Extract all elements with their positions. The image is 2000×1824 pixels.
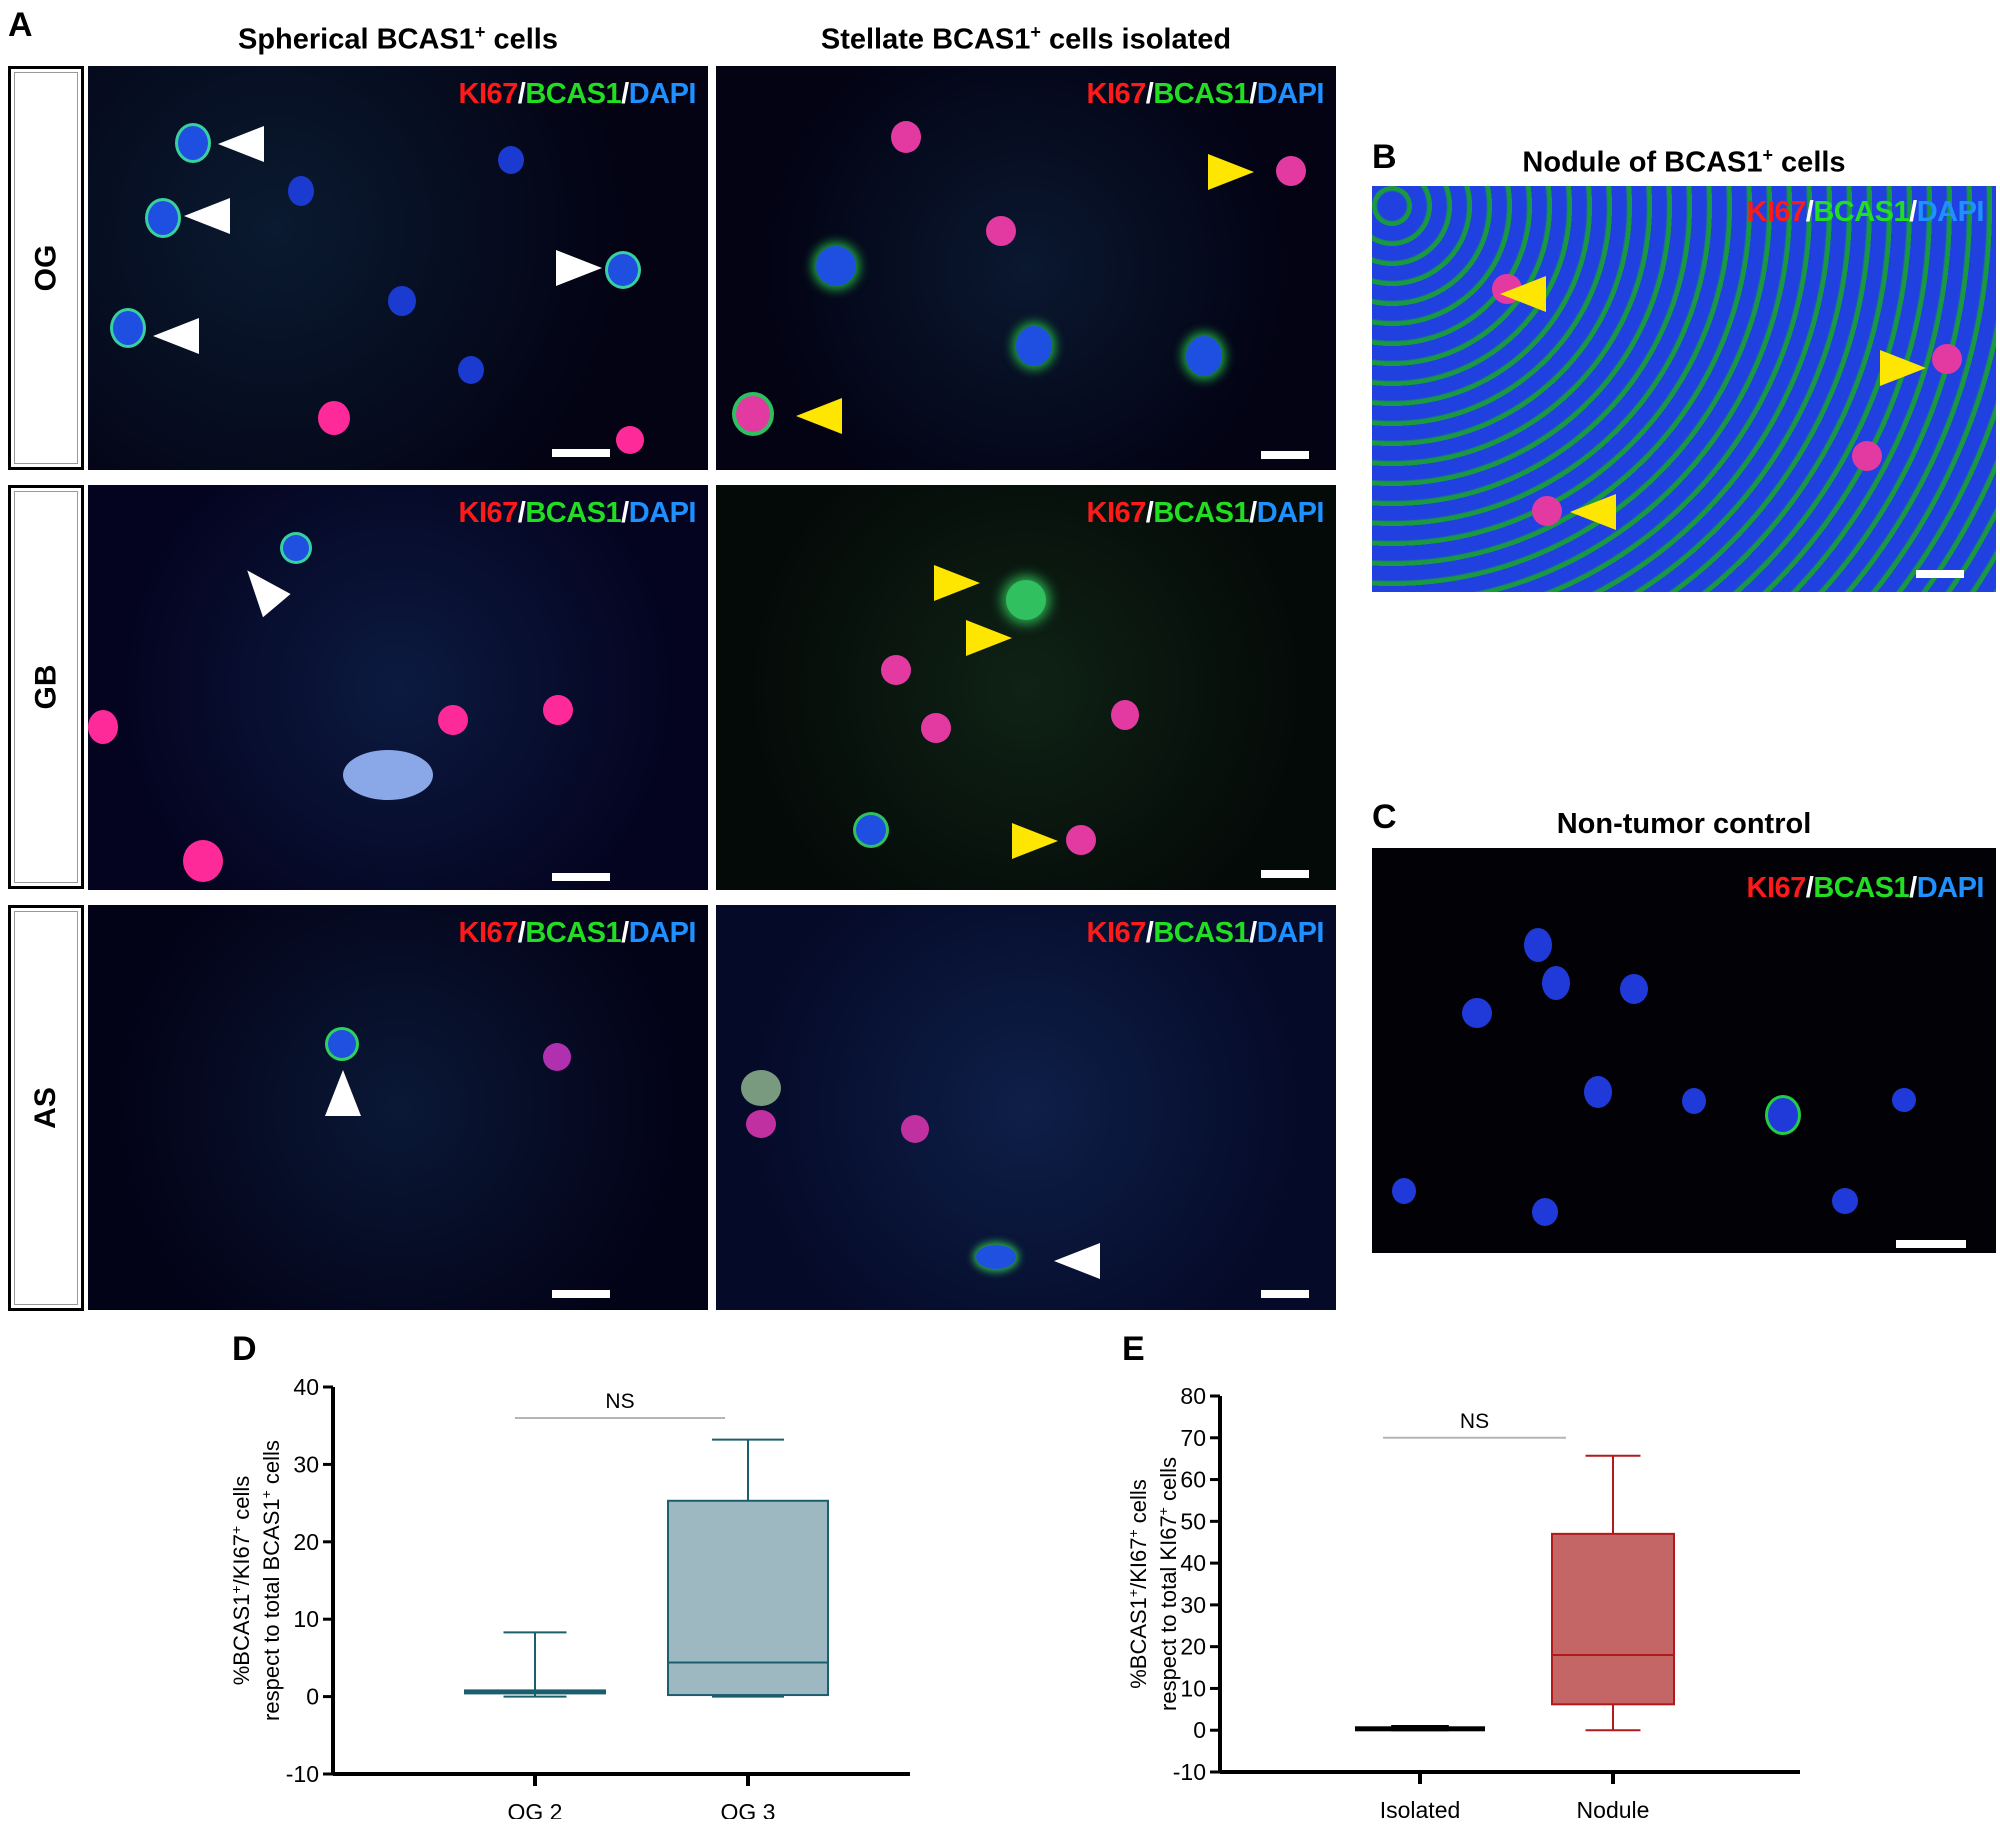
- arrowhead-yellow-icon: [934, 565, 980, 601]
- arrowhead-yellow-icon: [1208, 154, 1254, 190]
- arrowhead-yellow-icon: [966, 620, 1012, 656]
- arrowhead-yellow-icon: [1012, 823, 1058, 859]
- svg-text:NS: NS: [1460, 1410, 1489, 1433]
- col-title-spherical: Spherical BCAS1+ cells: [238, 22, 558, 56]
- svg-text:60: 60: [1180, 1467, 1206, 1493]
- arrowhead-white-icon: [233, 558, 291, 618]
- svg-text:50: 50: [1180, 1508, 1206, 1534]
- micrograph-gb-stellate: KI67/BCAS1/DAPI: [716, 485, 1336, 890]
- scale-bar: [552, 1290, 610, 1298]
- panel-b-letter: B: [1372, 138, 1397, 176]
- svg-text:20: 20: [1180, 1634, 1206, 1660]
- arrowhead-yellow-icon: [796, 398, 842, 434]
- arrowhead-yellow-icon: [1880, 350, 1926, 386]
- arrowhead-white-icon: [184, 198, 230, 234]
- svg-text:OG 3: OG 3: [721, 1799, 776, 1819]
- micrograph-nodule: KI67/BCAS1/DAPI: [1372, 186, 1996, 592]
- svg-text:40: 40: [293, 1374, 319, 1400]
- svg-text:40: 40: [1180, 1550, 1206, 1576]
- arrowhead-white-icon: [556, 250, 602, 286]
- arrowhead-white-icon: [218, 126, 264, 162]
- svg-text:70: 70: [1180, 1425, 1206, 1451]
- panel-b-title: Nodule of BCAS1+ cells: [1522, 145, 1846, 179]
- svg-text:0: 0: [306, 1684, 319, 1710]
- panel-c-letter: C: [1372, 798, 1397, 836]
- svg-text:%BCAS1+/KI67+ cells: %BCAS1+/KI67+ cells: [1125, 1479, 1151, 1689]
- micrograph-gb-spherical: KI67/BCAS1/DAPI: [88, 485, 708, 890]
- box-plot-e: -10 0 10 20 30 40 50 60 70 80 %BCAS1+/KI67+ cellsr…: [1125, 1383, 1800, 1823]
- micrograph-og-stellate: KI67/BCAS1/DAPI: [716, 66, 1336, 470]
- scale-bar: [1261, 451, 1309, 459]
- arrowhead-yellow-icon: [1570, 494, 1616, 530]
- arrowhead-white-icon: [153, 318, 199, 354]
- scale-bar: [552, 449, 610, 457]
- svg-text:-10: -10: [286, 1761, 319, 1787]
- scale-bar: [1916, 570, 1964, 578]
- micrograph-as-stellate: KI67/BCAS1/DAPI: [716, 905, 1336, 1310]
- box-plot-d: -10 0 10 20 30 40 %BCAS1+/KI67+ cells respect t…: [228, 1374, 910, 1824]
- svg-text:0: 0: [1193, 1717, 1206, 1743]
- arrowhead-white-icon: [1054, 1243, 1100, 1279]
- svg-text:OG 2: OG 2: [508, 1799, 563, 1819]
- svg-text:respect to total BCAS1+ cells: respect to total BCAS1+ cells: [258, 1440, 284, 1721]
- scale-bar: [1896, 1240, 1966, 1248]
- chart-d: -10 0 10 20 30 40 %BCAS1+/KI67+ cells respect t…: [220, 1370, 920, 1824]
- svg-text:30: 30: [293, 1451, 319, 1477]
- svg-text:20: 20: [293, 1529, 319, 1555]
- arrowhead-yellow-icon: [1500, 276, 1546, 312]
- row-label-gb: GB: [8, 485, 84, 889]
- scale-bar: [1261, 1290, 1309, 1298]
- chart-e: -10 0 10 20 30 40 50 60 70 80 %BCAS1+/KI67+ cells r…: [1120, 1370, 1820, 1823]
- svg-text:Nodule: Nodule: [1577, 1797, 1650, 1819]
- scale-bar: [1261, 870, 1309, 878]
- arrowhead-white-icon: [325, 1070, 361, 1116]
- scale-bar: [552, 873, 610, 881]
- panel-a-letter: A: [8, 6, 33, 44]
- svg-text:10: 10: [293, 1606, 319, 1632]
- micrograph-og-spherical: KI67/BCAS1/DAPI: [88, 66, 708, 470]
- svg-text:-10: -10: [1173, 1759, 1206, 1785]
- panel-d-letter: D: [232, 1330, 257, 1368]
- row-label-og: OG: [8, 66, 84, 470]
- svg-text:80: 80: [1180, 1383, 1206, 1409]
- svg-text:%BCAS1+/KI67+ cells: %BCAS1+/KI67+ cells: [228, 1476, 254, 1686]
- row-label-as: AS: [8, 905, 84, 1311]
- svg-text:Isolated: Isolated: [1380, 1797, 1461, 1819]
- micrograph-as-spherical: KI67/BCAS1/DAPI: [88, 905, 708, 1310]
- svg-text:30: 30: [1180, 1592, 1206, 1618]
- svg-text:10: 10: [1180, 1675, 1206, 1701]
- svg-text:NS: NS: [605, 1390, 634, 1413]
- stain-label: KI67/BCAS1/DAPI: [458, 78, 697, 110]
- panel-c-title: Non-tumor control: [1556, 808, 1812, 840]
- panel-e-letter: E: [1122, 1330, 1145, 1368]
- micrograph-control: KI67/BCAS1/DAPI: [1372, 848, 1996, 1253]
- svg-text:respect to total KI67+ cells: respect to total KI67+ cells: [1155, 1457, 1181, 1711]
- col-title-stellate: Stellate BCAS1+ cells isolated: [820, 22, 1232, 56]
